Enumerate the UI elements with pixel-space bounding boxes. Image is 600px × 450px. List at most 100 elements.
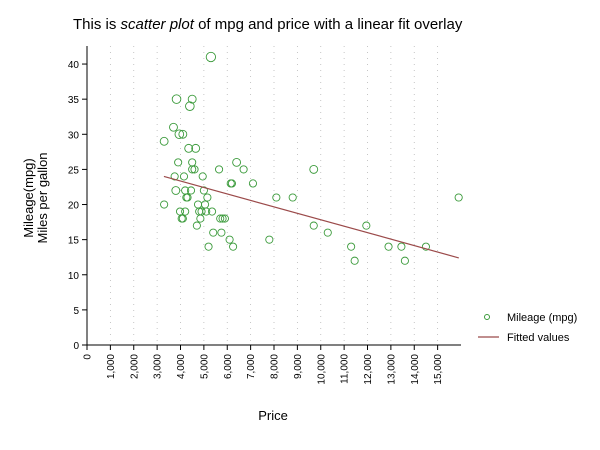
scatter-point-58 <box>397 242 406 251</box>
scatter-point-60 <box>421 242 430 251</box>
scatter-point-11 <box>179 172 189 181</box>
scatter-point-46 <box>239 165 248 174</box>
scatter-point-21 <box>191 143 201 153</box>
x-tick-label-5: 5,000 <box>199 354 210 379</box>
scatter-point-17 <box>186 186 196 195</box>
x-tick-label-14: 14,000 <box>410 354 421 385</box>
x-tick-label-4: 4,000 <box>176 354 187 379</box>
scatter-point-43 <box>227 179 236 188</box>
scatter-point-40 <box>220 214 229 223</box>
scatter-point-16 <box>185 101 195 111</box>
scatter-point-34 <box>208 207 217 216</box>
y-tick-label-5: 25 <box>68 165 80 176</box>
fit-line-layer <box>163 175 459 259</box>
y-tick-label-0: 0 <box>73 341 79 352</box>
scatter-point-49 <box>272 193 281 202</box>
y-tick-label-1: 5 <box>73 306 79 317</box>
axes: 0 5 10 15 20 25 30 35 40 0 1,000 2,000 3,000 4,000 5,0… <box>68 46 461 385</box>
scatter-point-18 <box>188 158 197 167</box>
y-axis-label-line1: Mileage(mpg) <box>21 158 36 237</box>
legend-label-points: Mileage (mpg) <box>507 312 577 324</box>
scatter-point-23 <box>193 200 203 209</box>
scatter-point-10 <box>178 129 188 139</box>
x-tick-label-9: 9,000 <box>293 354 304 379</box>
x-tick-label-2: 2,000 <box>129 354 140 379</box>
y-axis-label: Mileage(mpg) Miles per gallon <box>21 152 50 243</box>
scatter-point-52 <box>309 221 318 230</box>
scatter-point-61 <box>454 193 463 202</box>
scatter-point-22 <box>192 221 201 230</box>
scatter-point-26 <box>197 207 206 216</box>
scatter-point-54 <box>347 242 356 251</box>
scatter-point-29 <box>200 200 210 209</box>
scatter-point-37 <box>216 214 225 223</box>
scatter-point-27 <box>198 172 207 181</box>
chart-title-suffix: of mpg and price with a linear fit overl… <box>198 16 463 33</box>
scatter-point-47 <box>248 179 258 188</box>
scatter-point-25 <box>196 214 205 223</box>
y-tick-label-7: 35 <box>68 95 80 106</box>
scatter-point-50 <box>288 193 297 202</box>
x-tick-label-3: 3,000 <box>153 354 164 379</box>
y-tick-label-4: 20 <box>68 201 80 212</box>
scatter-point-41 <box>225 235 234 244</box>
scatter-point-35 <box>209 228 218 237</box>
scatter-point-56 <box>362 221 371 230</box>
legend: Mileage (mpg) Fitted values <box>478 312 577 344</box>
scatter-point-39 <box>218 214 227 223</box>
fit-line <box>163 175 459 259</box>
scatter-point-64 <box>188 165 197 174</box>
y-tick-label-6: 30 <box>68 130 80 141</box>
scatter-point-55 <box>350 256 359 265</box>
scatter-point-19 <box>187 94 197 104</box>
grid-lines <box>86 46 439 345</box>
scatter-point-63 <box>181 207 190 216</box>
chart-title: This is scatter plot of mpg and price wi… <box>73 16 463 33</box>
x-tick-label-1: 1,000 <box>106 354 117 379</box>
y-tick-label-8: 40 <box>68 60 80 71</box>
scatter-point-2 <box>170 172 179 181</box>
scatter-points <box>159 51 463 265</box>
x-tick-label-10: 10,000 <box>316 354 327 385</box>
scatter-point-4 <box>171 186 181 195</box>
scatter-point-31 <box>203 193 212 202</box>
x-tick-label-0: 0 <box>83 354 94 360</box>
scatter-point-0 <box>159 136 169 146</box>
x-tick-label-12: 12,000 <box>363 354 374 385</box>
scatter-point-6 <box>174 158 183 167</box>
x-tick-label-6: 6,000 <box>223 354 234 379</box>
scatter-point-45 <box>232 157 242 167</box>
scatter-point-62 <box>178 214 187 223</box>
scatter-point-57 <box>384 242 393 251</box>
scatter-point-48 <box>265 235 274 244</box>
scatter-point-5 <box>171 94 182 104</box>
y-tick-label-3: 15 <box>68 236 80 247</box>
scatter-point-14 <box>183 193 192 202</box>
y-tick-label-2: 10 <box>68 271 80 282</box>
x-tick-label-13: 13,000 <box>386 354 397 385</box>
scatter-point-33 <box>205 51 217 63</box>
x-tick-label-15: 15,000 <box>433 354 444 385</box>
scatter-point-36 <box>215 165 224 174</box>
x-tick-label-7: 7,000 <box>246 354 257 379</box>
scatter-point-53 <box>323 228 332 237</box>
scatter-point-20 <box>190 165 199 174</box>
scatter-point-38 <box>217 228 226 237</box>
scatter-point-3 <box>169 122 178 132</box>
x-axis-label: Price <box>258 408 288 423</box>
legend-label-fit: Fitted values <box>507 332 570 344</box>
scatter-point-30 <box>202 207 211 216</box>
scatter-point-15 <box>184 143 194 153</box>
scatter-point-1 <box>160 200 169 209</box>
chart-title-emphasis: scatter plot <box>121 16 195 33</box>
scatter-point-59 <box>400 256 409 265</box>
x-tick-label-11: 11,000 <box>340 354 351 384</box>
x-tick-label-8: 8,000 <box>270 354 281 379</box>
scatter-point-44 <box>229 242 238 251</box>
scatter-point-51 <box>309 164 319 174</box>
chart-title-prefix: This is <box>73 16 121 33</box>
legend-marker-points <box>484 314 490 320</box>
scatter-point-7 <box>174 129 185 140</box>
